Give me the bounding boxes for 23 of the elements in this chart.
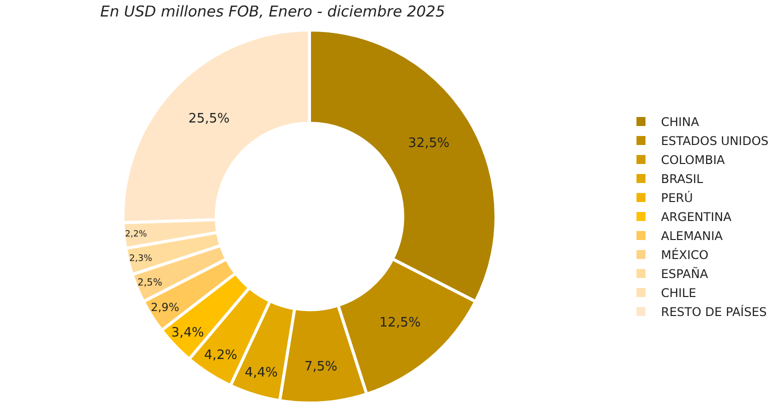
data-label: 2,2% [125, 230, 147, 240]
legend-label: RESTO DE PAÍSES [660, 304, 767, 320]
legend-label: ESTADOS UNIDOS [660, 134, 769, 148]
data-label: 3,4% [171, 325, 204, 340]
legend-label: CHINA [660, 115, 700, 130]
data-label: 4,4% [244, 366, 278, 381]
legend-label: ARGENTINA [660, 210, 732, 224]
legend-label: COLOMBIA [660, 153, 726, 168]
legend-label: MÉXICO [660, 247, 709, 262]
legend-label: CHILE [660, 286, 696, 300]
legend-label: BRASIL [660, 172, 704, 186]
data-label: 2,3% [129, 254, 153, 264]
data-label: 25,5% [188, 112, 230, 127]
data-label: 12,5% [379, 316, 421, 331]
data-label: 2,9% [150, 300, 180, 314]
legend-label: ALEMANIA [660, 229, 724, 244]
data-label: 7,5% [304, 360, 338, 375]
data-label: 2,5% [138, 278, 162, 289]
chart-subtitle: En USD millones FOB, Enero - diciembre 2025 [100, 2, 446, 21]
legend-label: ESPAÑA [660, 266, 709, 282]
data-label: 32,5% [408, 136, 450, 152]
data-label: 4,2% [204, 348, 238, 363]
legend-label: PERÚ [660, 190, 693, 206]
